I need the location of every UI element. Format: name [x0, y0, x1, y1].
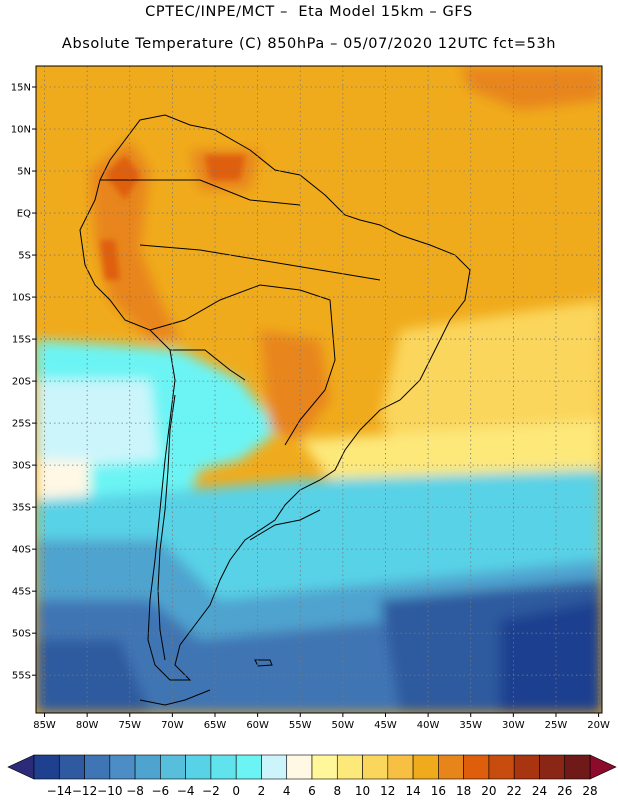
lon-label: 30W: [502, 720, 525, 731]
temperature-field: [36, 66, 602, 713]
colorbar-label: 0: [232, 784, 240, 798]
colorbar-label: −12: [72, 784, 97, 798]
colorbar-label: 28: [582, 784, 597, 798]
lat-label: 15S: [12, 335, 31, 346]
longitude-labels: 85W 80W 75W 70W 65W 60W 55W 50W 45W 40W 35W 30W 25W 2…: [33, 713, 610, 731]
lon-label: 40W: [417, 720, 440, 731]
lat-label: 10N: [11, 125, 31, 136]
colorbar-swatch: [539, 754, 566, 780]
lon-label: 45W: [374, 720, 397, 731]
colorbar-swatch: [261, 754, 288, 780]
colorbar-swatch: [564, 754, 591, 780]
lat-label: 25S: [12, 419, 31, 430]
map-title-line2: Absolute Temperature (C) 850hPa – 05/07/…: [61, 36, 557, 52]
lat-label: 20S: [12, 377, 31, 388]
colorbar-swatch: [134, 754, 161, 780]
lon-label: 50W: [332, 720, 355, 731]
colorbar-label: 8: [333, 784, 341, 798]
lat-label: 5N: [17, 167, 31, 178]
lat-label: 45S: [12, 587, 31, 598]
colorbar-swatch: [311, 754, 338, 780]
colorbar-swatch: [58, 754, 85, 780]
colorbar-swatch: [286, 754, 313, 780]
lat-label: 55S: [12, 671, 31, 682]
lat-label: 15N: [11, 83, 31, 94]
lat-label: 30S: [12, 461, 31, 472]
colorbar-swatch: [185, 754, 212, 780]
colorbar-swatch: [488, 754, 515, 780]
lon-label: 20W: [587, 720, 610, 731]
colorbar-label: 4: [283, 784, 291, 798]
lat-label: 10S: [12, 293, 31, 304]
colorbar-label: −14: [47, 784, 72, 798]
colorbar-label: 12: [380, 784, 395, 798]
colorbar-label: 14: [405, 784, 420, 798]
lon-label: 60W: [246, 720, 269, 731]
map-title-line1: CPTEC/INPE/MCT – Eta Model 15km – GFS: [145, 4, 473, 20]
colorbar-label: 16: [431, 784, 446, 798]
colorbar-label: 2: [258, 784, 266, 798]
map-frame: [35, 65, 603, 714]
lon-label: 35W: [459, 720, 482, 731]
lat-label: 40S: [12, 545, 31, 556]
colorbar-label: 24: [532, 784, 547, 798]
lon-label: 25W: [545, 720, 568, 731]
colorbar-swatch: [336, 754, 363, 780]
colorbar-label: 18: [456, 784, 471, 798]
lon-label: 55W: [289, 720, 312, 731]
colorbar-label: −10: [97, 784, 122, 798]
lat-label: EQ: [17, 209, 31, 220]
colorbar-swatch: [109, 754, 136, 780]
lon-label: 70W: [161, 720, 184, 731]
coastlines: [79, 114, 471, 706]
lat-label: 5S: [18, 251, 31, 262]
lat-label: 50S: [12, 629, 31, 640]
lon-label: 85W: [33, 720, 56, 731]
colorbar-swatch: [387, 754, 414, 780]
colorbar-low-arrow: [7, 754, 35, 780]
colorbar-label: 20: [481, 784, 496, 798]
colorbar: −14 −12 −10 −8 −6 −4 −2 0 2 4 6 8 10 12 14 16 18 20 22 24 26…: [7, 754, 617, 798]
colorbar-label: 26: [557, 784, 572, 798]
colorbar-swatch: [235, 754, 262, 780]
colorbar-label: −2: [202, 784, 220, 798]
colorbar-label: −6: [152, 784, 170, 798]
colorbar-label: 10: [355, 784, 370, 798]
colorbar-swatch: [412, 754, 439, 780]
colorbar-label: −8: [126, 784, 144, 798]
colorbar-swatch: [438, 754, 464, 780]
colorbar-label: 6: [308, 784, 316, 798]
colorbar-label: −4: [177, 784, 195, 798]
lon-label: 75W: [118, 720, 141, 731]
colorbar-swatch: [210, 754, 237, 780]
colorbar-swatch: [362, 754, 389, 780]
colorbar-swatch: [160, 754, 186, 780]
colorbar-swatch: [463, 754, 490, 780]
colorbar-swatch: [513, 754, 540, 780]
lat-label: 35S: [12, 503, 31, 514]
colorbar-swatch: [84, 754, 111, 780]
colorbar-swatch: [33, 754, 60, 780]
colorbar-high-arrow: [589, 754, 617, 780]
latitude-labels: 15N 10N 5N EQ 5S 10S 15S 20S 25S 30S 35S 40S 45S 50S 5…: [11, 83, 36, 682]
lon-label: 65W: [204, 720, 227, 731]
colorbar-label: 22: [507, 784, 522, 798]
lon-label: 80W: [76, 720, 99, 731]
